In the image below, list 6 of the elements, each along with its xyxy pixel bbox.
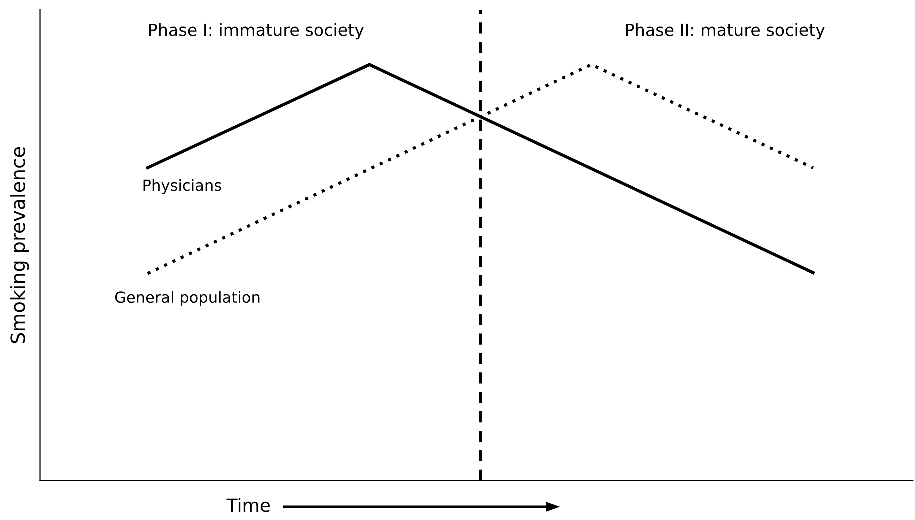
text: Phase II: mature society [626,23,825,40]
x-axis-title: Time [226,498,270,512]
text: Phase I: immature society [149,23,364,40]
text: General population [115,291,260,306]
series-label: Physicians [144,179,222,194]
y-axis-title: Smoking prevalence [10,147,30,344]
